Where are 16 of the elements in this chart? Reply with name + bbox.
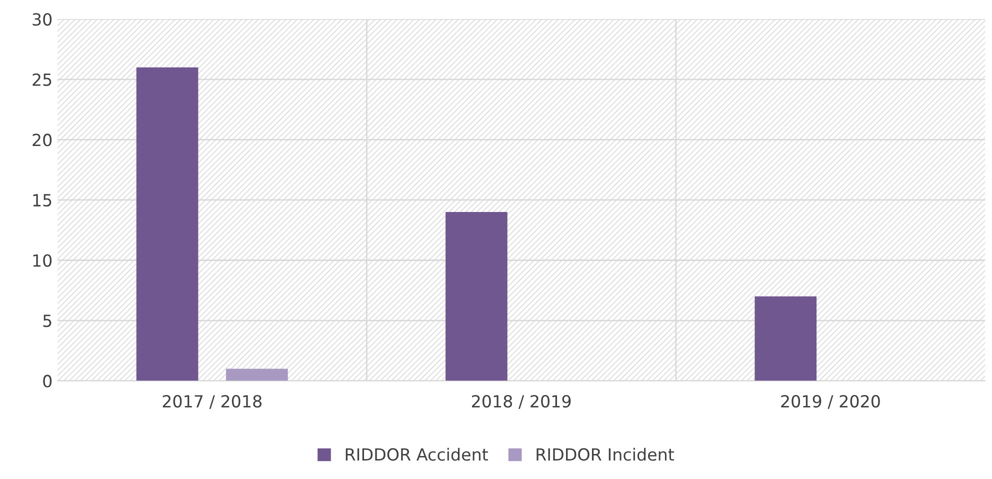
y-tick-label: 0 <box>43 374 52 388</box>
x-tick-label: 2019 / 2020 <box>781 394 880 409</box>
y-tick-label: 20 <box>32 134 52 146</box>
y-tick-label: 15 <box>33 194 52 207</box>
y-tick-label: 10 <box>33 254 52 267</box>
y-tick-label: 25 <box>32 73 52 86</box>
bar <box>136 67 198 381</box>
y-tick-label: 30 <box>32 13 52 26</box>
legend-label: RIDDOR Accident <box>346 448 488 461</box>
bar <box>754 296 817 381</box>
bar <box>226 368 288 381</box>
y-tick-label: 5 <box>43 314 52 328</box>
bar <box>446 212 508 381</box>
legend-label: RIDDOR Incident <box>536 448 674 461</box>
x-tick-label: 2018 / 2019 <box>472 394 571 409</box>
x-tick-label: 2017 / 2018 <box>162 394 262 409</box>
